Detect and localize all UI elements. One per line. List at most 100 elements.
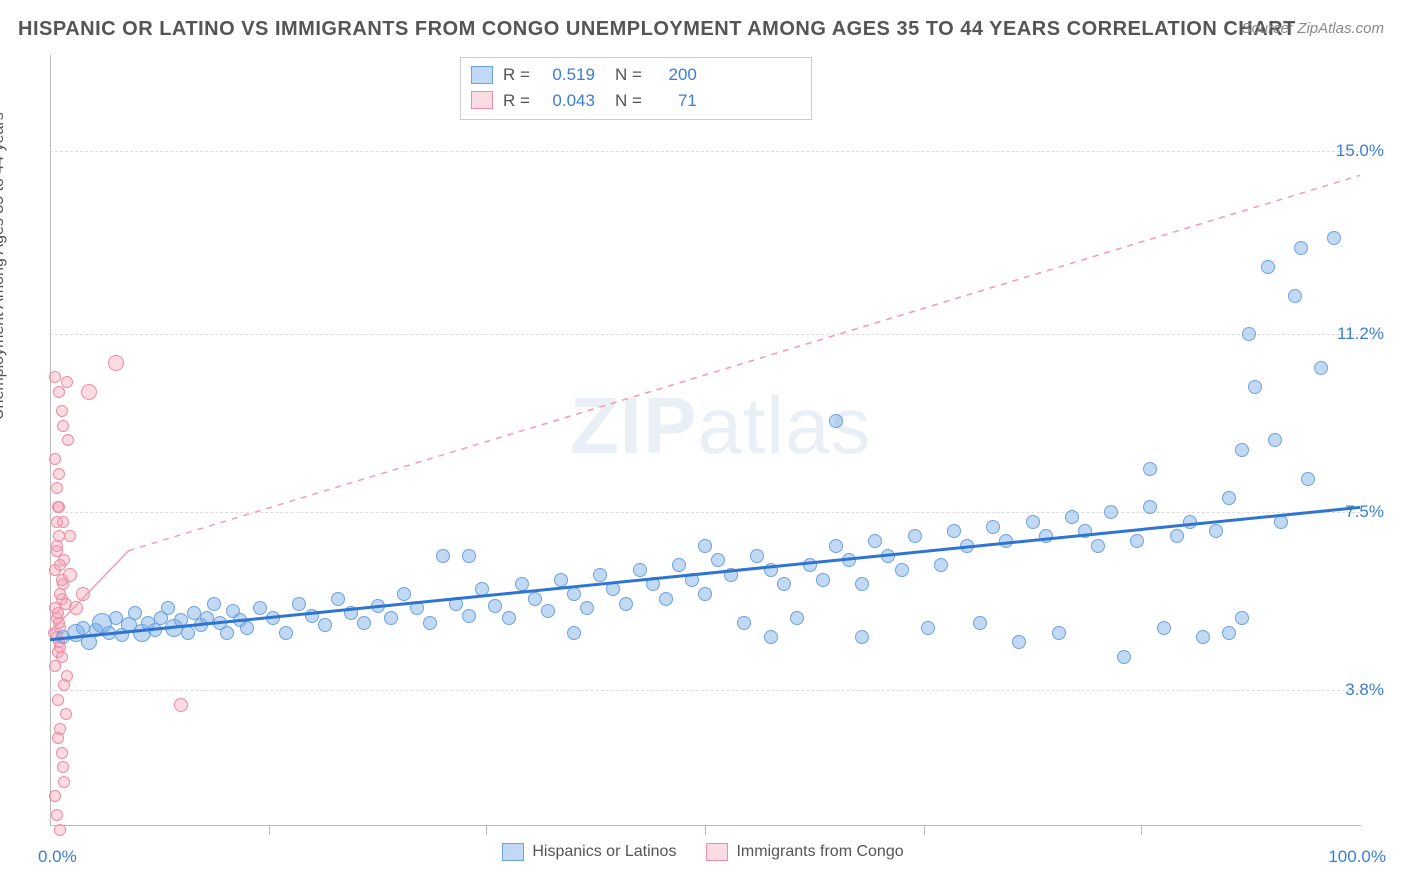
source-label: Source: ZipAtlas.com <box>1241 20 1384 37</box>
scatter-point-blue <box>1026 515 1040 529</box>
scatter-point-pink <box>52 694 64 706</box>
legend-label-pink: Immigrants from Congo <box>736 843 903 861</box>
scatter-point-pink <box>51 482 63 494</box>
x-tick <box>486 825 487 835</box>
scatter-point-blue <box>921 621 935 635</box>
scatter-point-blue <box>554 573 568 587</box>
grid-line <box>50 151 1360 152</box>
scatter-point-blue <box>750 549 764 563</box>
scatter-point-blue <box>1268 433 1282 447</box>
y-tick-label: 11.2% <box>1304 324 1384 344</box>
plot-area <box>50 55 1361 826</box>
chart-title: HISPANIC OR LATINO VS IMMIGRANTS FROM CO… <box>18 18 1296 41</box>
scatter-point-blue <box>1327 231 1341 245</box>
scatter-point-blue <box>593 568 607 582</box>
scatter-point-pink <box>56 405 68 417</box>
x-tick-left: 0.0% <box>38 847 77 867</box>
scatter-point-pink <box>53 468 65 480</box>
scatter-point-blue <box>619 597 633 611</box>
n-label: N = <box>615 62 642 88</box>
scatter-point-blue <box>384 611 398 625</box>
scatter-point-blue <box>698 539 712 553</box>
scatter-point-blue <box>1065 510 1079 524</box>
scatter-point-blue <box>1157 621 1171 635</box>
scatter-point-blue <box>449 597 463 611</box>
scatter-point-pink <box>56 747 68 759</box>
scatter-point-blue <box>1235 443 1249 457</box>
scatter-point-blue <box>790 611 804 625</box>
scatter-point-blue <box>659 592 673 606</box>
scatter-point-blue <box>292 597 306 611</box>
y-tick-label: 3.8% <box>1304 680 1384 700</box>
scatter-point-blue <box>934 558 948 572</box>
scatter-point-blue <box>567 626 581 640</box>
scatter-point-blue <box>331 592 345 606</box>
scatter-point-blue <box>266 611 280 625</box>
scatter-point-blue <box>397 587 411 601</box>
legend-item-pink: Immigrants from Congo <box>706 843 903 861</box>
scatter-point-blue <box>908 529 922 543</box>
scatter-point-blue <box>1242 327 1256 341</box>
scatter-point-blue <box>1294 241 1308 255</box>
scatter-point-pink <box>54 824 66 836</box>
scatter-point-blue <box>541 604 555 618</box>
legend-row-blue: R = 0.519 N = 200 <box>471 62 801 88</box>
scatter-point-pink <box>53 386 65 398</box>
legend-label-blue: Hispanics or Latinos <box>532 843 676 861</box>
scatter-point-pink <box>57 420 69 432</box>
scatter-point-blue <box>1117 650 1131 664</box>
scatter-point-blue <box>1170 529 1184 543</box>
grid-line <box>50 690 1360 691</box>
scatter-point-blue <box>1222 626 1236 640</box>
scatter-point-blue <box>1314 361 1328 375</box>
scatter-point-blue <box>148 623 162 637</box>
scatter-point-blue <box>646 577 660 591</box>
scatter-point-blue <box>960 539 974 553</box>
y-tick-label: 7.5% <box>1304 502 1384 522</box>
scatter-point-blue <box>1222 491 1236 505</box>
scatter-point-blue <box>181 626 195 640</box>
grid-line <box>50 334 1360 335</box>
series-legend: Hispanics or Latinos Immigrants from Con… <box>0 843 1406 861</box>
scatter-point-blue <box>76 621 90 635</box>
r-value-pink: 0.043 <box>540 88 595 114</box>
grid-line <box>50 512 1360 513</box>
scatter-point-blue <box>672 558 686 572</box>
scatter-point-blue <box>436 549 450 563</box>
scatter-point-blue <box>502 611 516 625</box>
scatter-point-blue <box>240 621 254 635</box>
x-tick-right: 100.0% <box>1328 847 1386 867</box>
scatter-point-blue <box>881 549 895 563</box>
swatch-blue <box>502 843 524 861</box>
n-value-blue: 200 <box>652 62 697 88</box>
scatter-point-blue <box>764 563 778 577</box>
scatter-point-blue <box>895 563 909 577</box>
scatter-point-blue <box>829 414 843 428</box>
n-value-pink: 71 <box>652 88 697 114</box>
y-axis-label: Unemployment Among Ages 35 to 44 years <box>0 112 8 420</box>
scatter-point-blue <box>764 630 778 644</box>
scatter-point-blue <box>567 587 581 601</box>
scatter-point-blue <box>253 601 267 615</box>
scatter-point-blue <box>220 626 234 640</box>
scatter-point-blue <box>816 573 830 587</box>
scatter-point-blue <box>1301 472 1315 486</box>
scatter-point-pink <box>51 545 63 557</box>
scatter-point-blue <box>803 558 817 572</box>
swatch-pink <box>706 843 728 861</box>
scatter-point-blue <box>462 609 476 623</box>
scatter-point-blue <box>102 626 116 640</box>
legend-item-blue: Hispanics or Latinos <box>502 843 676 861</box>
y-tick-label: 15.0% <box>1304 141 1384 161</box>
scatter-point-blue <box>685 573 699 587</box>
scatter-point-blue <box>724 568 738 582</box>
scatter-point-blue <box>633 563 647 577</box>
scatter-point-pink <box>60 708 72 720</box>
swatch-pink <box>471 91 493 109</box>
scatter-point-blue <box>207 597 221 611</box>
x-tick <box>924 825 925 835</box>
scatter-point-blue <box>829 539 843 553</box>
scatter-point-blue <box>698 587 712 601</box>
scatter-point-blue <box>1091 539 1105 553</box>
scatter-point-pink <box>174 698 188 712</box>
